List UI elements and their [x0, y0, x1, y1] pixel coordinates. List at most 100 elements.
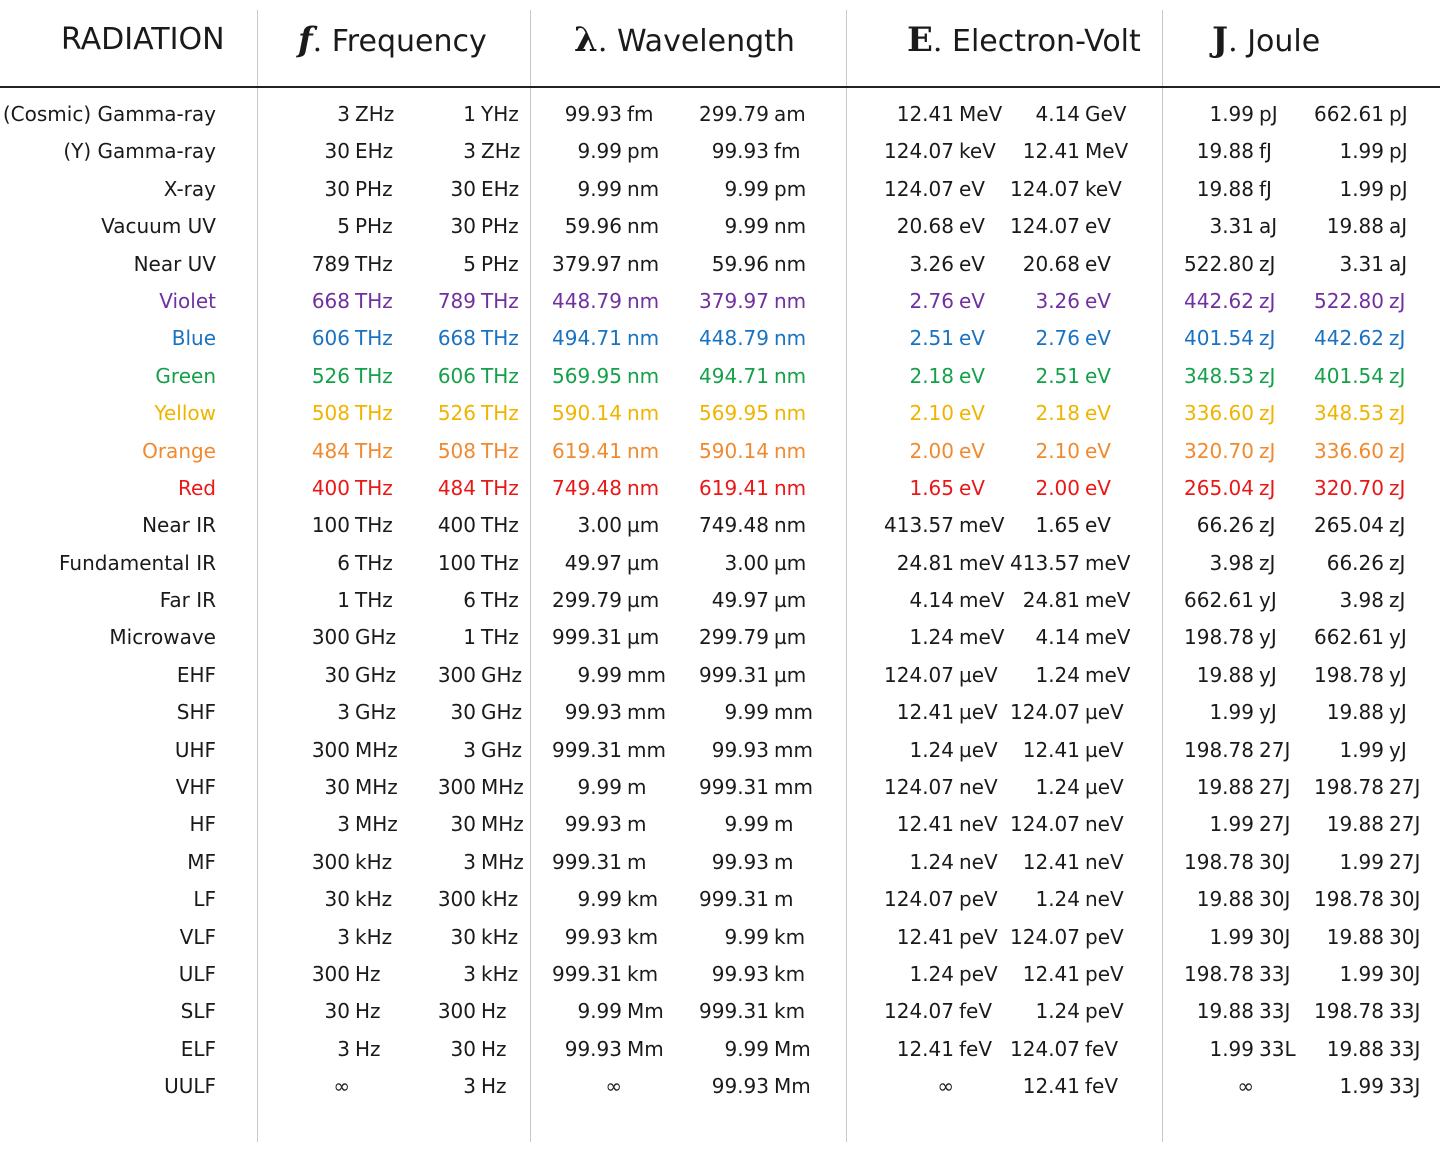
joule-low-unit: fJ [1259, 139, 1272, 164]
ev-low-value: 124.07 [884, 662, 954, 687]
wavelength-high-unit: nm [774, 326, 807, 351]
freq-low-value: 30 [324, 139, 350, 164]
ev-low-value: 1.24 [909, 737, 954, 762]
joule-high-unit: pJ [1389, 176, 1408, 201]
freq-high-unit: PHz [481, 251, 519, 276]
joule-high-unit: yJ [1389, 625, 1407, 650]
header-rule [0, 86, 1440, 88]
joule-high-value: 66.26 [1326, 550, 1384, 575]
joule-high-value: 662.61 [1314, 102, 1384, 126]
electron-volt-symbol: E [907, 20, 933, 60]
ev-high-value: 2.51 [1035, 363, 1080, 388]
radiation-name: MF [187, 849, 216, 874]
table-row: Vacuum UV 5 PHz 30 PHz 59.96 nm 9.99 nm 20.68 eV 12… [0, 208, 1440, 245]
joule-low-unit: aJ [1259, 214, 1278, 239]
ev-high-value: 124.07 [1010, 176, 1080, 201]
wavelength-low-unit: mm [627, 662, 666, 687]
joule-low-value: 66.26 [1196, 513, 1254, 538]
radiation-name: Far IR [159, 588, 216, 613]
freq-low-unit: GHz [355, 700, 397, 725]
joule-low-unit: 33J [1259, 999, 1291, 1024]
joule-high-unit: 33J [1389, 999, 1421, 1024]
ev-high-unit: eV [1085, 214, 1111, 239]
wavelength-high-value: 9.99 [724, 924, 769, 949]
header-electron-volt: E. Electron-Volt [907, 20, 1141, 60]
table-row: Far IR 1 THz 6 THz 299.79 µm 49.97 µm 4.14 meV 24.8… [0, 582, 1440, 619]
freq-low-unit: kHz [355, 849, 393, 874]
wavelength-high-unit: mm [774, 775, 813, 800]
wavelength-low-unit: µm [627, 588, 660, 613]
freq-low-value: 606 [311, 326, 350, 351]
joule-low-unit: zJ [1259, 251, 1276, 276]
ev-low-value: 2.10 [909, 401, 954, 426]
freq-high-unit: THz [481, 513, 519, 538]
freq-high-unit: THz [481, 438, 519, 463]
column-divider [846, 10, 847, 1142]
ev-high-unit: peV [1085, 961, 1124, 986]
ev-high-value: 1.65 [1035, 513, 1080, 538]
wavelength-high-unit: nm [774, 288, 807, 313]
ev-high-value: 1.24 [1035, 887, 1080, 912]
joule-high-value: 348.53 [1314, 401, 1384, 426]
wavelength-low-unit: µm [627, 550, 660, 575]
ev-low-value: 12.41 [896, 924, 954, 949]
joule-low-unit: zJ [1259, 513, 1276, 538]
freq-high-unit: EHz [481, 176, 520, 201]
freq-low-unit: MHz [355, 775, 398, 800]
table-row: Near UV 789 THz 5 PHz 379.97 nm 59.96 nm 3.26 eV 20… [0, 246, 1440, 283]
radiation-name: VLF [179, 924, 216, 949]
wavelength-low-unit: nm [627, 475, 660, 500]
joule-low-value: 265.04 [1184, 475, 1254, 500]
ev-high-value: 4.14 [1035, 102, 1080, 126]
freq-high-unit: MHz [481, 849, 524, 874]
ev-low-unit: eV [959, 475, 985, 500]
joule-high-value: 3.31 [1339, 251, 1384, 276]
freq-low-value: 526 [311, 363, 350, 388]
freq-low-unit: THz [355, 550, 393, 575]
freq-high-unit: kHz [481, 887, 519, 912]
ev-high-value: 2.18 [1035, 401, 1080, 426]
freq-low-value: 3 [337, 102, 350, 126]
freq-high-unit: THz [481, 288, 519, 313]
ev-low-value: 20.68 [896, 214, 954, 239]
ev-high-value: 124.07 [1010, 924, 1080, 949]
ev-high-unit: eV [1085, 401, 1111, 426]
ev-low-value: 413.57 [884, 513, 954, 538]
wavelength-low-unit: nm [627, 363, 660, 388]
freq-low-unit: PHz [355, 214, 393, 239]
wavelength-high-unit: m [774, 849, 794, 874]
joule-high-unit: pJ [1389, 102, 1408, 126]
freq-high-value: 668 [437, 326, 476, 351]
joule-high-unit: zJ [1389, 513, 1406, 538]
wavelength-low-unit: mm [627, 700, 666, 725]
freq-high-value: 30 [450, 924, 476, 949]
ev-high-unit: neV [1085, 849, 1124, 874]
freq-high-unit: GHz [481, 700, 523, 725]
joule-low-value: 3.31 [1209, 214, 1254, 239]
joule-high-value: 198.78 [1314, 775, 1384, 800]
radiation-name: Yellow [154, 401, 216, 426]
wavelength-high-unit: km [774, 961, 806, 986]
wavelength-high-value: 9.99 [724, 700, 769, 725]
wavelength-high-unit: µm [774, 588, 807, 613]
wavelength-low-value: 494.71 [552, 326, 622, 351]
freq-high-unit: THz [481, 625, 519, 650]
freq-high-value: 30 [450, 1036, 476, 1061]
joule-high-value: 19.88 [1326, 214, 1384, 239]
wavelength-high-value: 999.31 [699, 662, 769, 687]
wavelength-low-value: 99.93 [564, 700, 622, 725]
ev-low-unit: neV [959, 849, 998, 874]
ev-high-unit: meV [1085, 662, 1131, 687]
wavelength-high-unit: nm [774, 363, 807, 388]
wavelength-low-unit: µm [627, 513, 660, 538]
freq-low-unit: THz [355, 251, 393, 276]
joule-low-value: 198.78 [1184, 961, 1254, 986]
freq-high-unit: MHz [481, 775, 524, 800]
table-row: Yellow 508 THz 526 THz 590.14 nm 569.95 nm 2.10 eV… [0, 395, 1440, 432]
joule-high-value: 3.98 [1339, 588, 1384, 613]
ev-low-unit: eV [959, 326, 985, 351]
freq-low-value: 508 [311, 401, 350, 426]
ev-high-unit: eV [1085, 288, 1111, 313]
wavelength-low-unit: nm [627, 176, 660, 201]
joule-low-value: 662.61 [1184, 588, 1254, 613]
